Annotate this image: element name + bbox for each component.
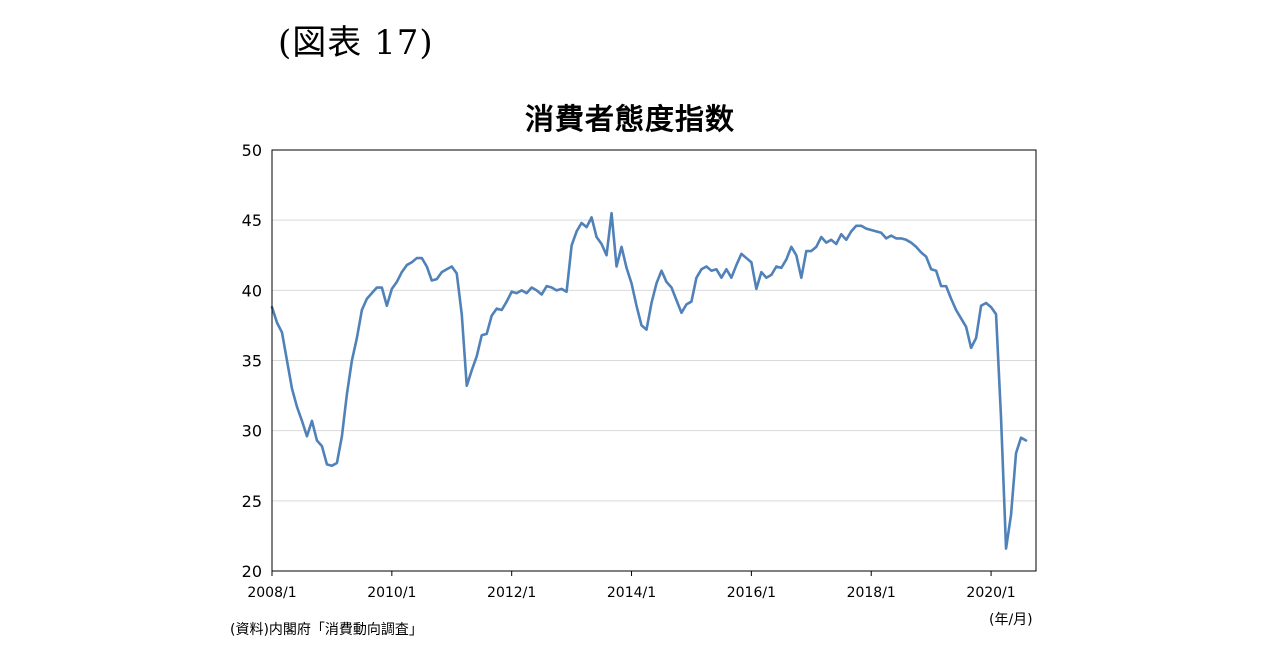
x-tick-label: 2018/1 bbox=[847, 585, 896, 601]
gridlines bbox=[272, 219, 1036, 502]
x-axis: 2008/1 2010/1 2012/1 2014/1 2016/1 2018/1 2020… bbox=[247, 571, 1016, 601]
y-tick-label: 25 bbox=[242, 492, 262, 511]
y-axis: 20 25 30 35 40 45 50 bbox=[242, 141, 262, 581]
y-tick-label: 35 bbox=[242, 352, 262, 371]
source-note: (資料)内閣府「消費動向調査」 bbox=[230, 622, 423, 638]
figure-label: (図表 17) bbox=[278, 23, 434, 63]
plot-frame bbox=[271, 149, 1037, 572]
x-tick-label: 2020/1 bbox=[966, 585, 1015, 601]
x-tick-label: 2014/1 bbox=[607, 585, 656, 601]
y-tick-label: 30 bbox=[242, 422, 262, 441]
x-tick-label: 2016/1 bbox=[727, 585, 776, 601]
y-tick-label: 20 bbox=[242, 562, 262, 581]
series-line bbox=[270, 211, 1028, 550]
y-tick-label: 50 bbox=[242, 141, 262, 160]
y-tick-label: 40 bbox=[242, 281, 262, 300]
x-tick-label: 2008/1 bbox=[247, 585, 296, 601]
x-tick-label: 2012/1 bbox=[487, 585, 536, 601]
chart-title: 消費者態度指数 bbox=[525, 102, 736, 136]
series-layer bbox=[270, 211, 1028, 550]
x-axis-unit-label: (年/月) bbox=[989, 612, 1033, 628]
x-tick-label: 2010/1 bbox=[367, 585, 416, 601]
y-tick-label: 45 bbox=[242, 211, 262, 230]
